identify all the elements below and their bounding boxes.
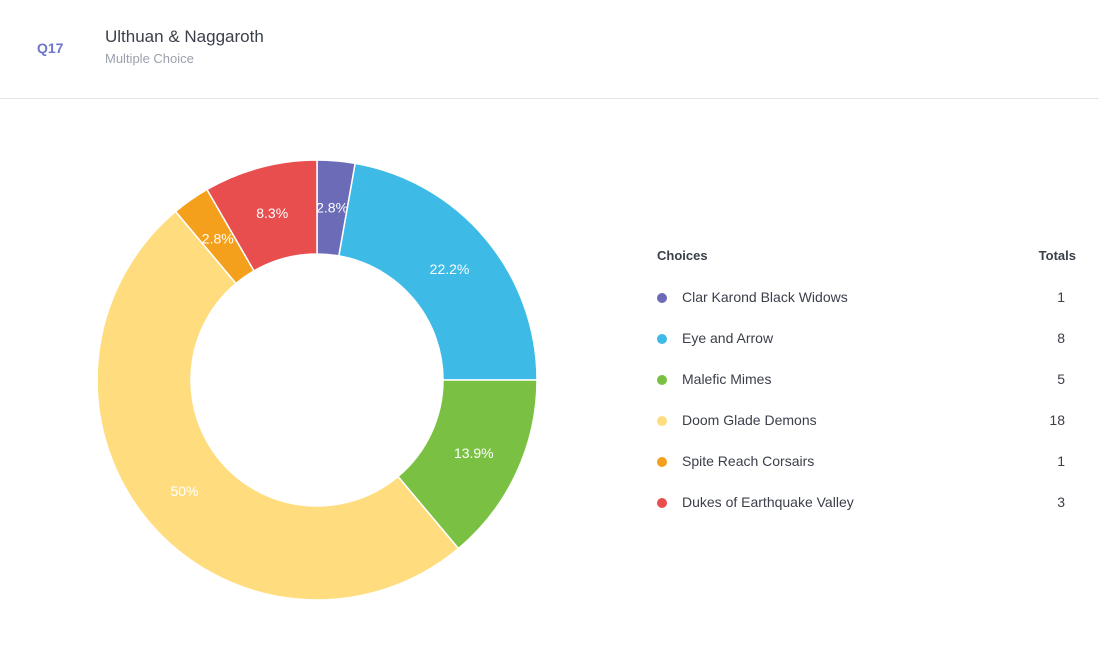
choice-row: Spite Reach Corsairs 1 [657, 452, 1079, 472]
legend-dot-icon [657, 375, 667, 385]
donut-slice-4[interactable] [96, 210, 460, 601]
donut-slice-6[interactable] [205, 159, 318, 272]
choice-total: 1 [1057, 289, 1065, 305]
legend-dot-icon [657, 293, 667, 303]
slice-label-1: 2.8% [316, 200, 348, 216]
totals-header: Totals [1038, 248, 1076, 263]
choice-row: Doom Glade Demons 18 [657, 411, 1079, 431]
choice-total: 3 [1057, 494, 1065, 510]
slice-label-4: 50% [170, 483, 198, 499]
choice-row: Dukes of Earthquake Valley 3 [657, 493, 1079, 513]
legend-dot-icon [657, 498, 667, 508]
donut-slice-2[interactable] [338, 162, 538, 381]
choice-row: Malefic Mimes 5 [657, 370, 1079, 390]
question-number: Q17 [37, 40, 64, 56]
choice-total: 8 [1057, 330, 1065, 346]
legend-dot-icon [657, 334, 667, 344]
choice-row: Eye and Arrow 8 [657, 329, 1079, 349]
slice-label-6: 8.3% [256, 205, 288, 221]
choices-header: Choices [657, 248, 708, 263]
question-title: Ulthuan & Naggaroth [105, 27, 264, 46]
choice-total: 1 [1057, 453, 1065, 469]
legend-dot-icon [657, 416, 667, 426]
choice-label: Eye and Arrow [682, 330, 774, 346]
question-header: Q17 Ulthuan & Naggaroth Multiple Choice [0, 0, 1099, 99]
choice-label: Clar Karond Black Widows [682, 289, 848, 305]
choice-total: 5 [1057, 371, 1065, 387]
choice-label: Dukes of Earthquake Valley [682, 494, 854, 510]
choice-label: Malefic Mimes [682, 371, 772, 387]
donut-chart: 2.8% 22.2% 13.9% 50% 2.8% 8.3% [96, 159, 538, 601]
legend-dot-icon [657, 457, 667, 467]
slice-label-3: 13.9% [454, 445, 494, 461]
question-type: Multiple Choice [105, 51, 194, 66]
choice-label: Spite Reach Corsairs [682, 453, 815, 469]
choice-total: 18 [1049, 412, 1065, 428]
choice-label: Doom Glade Demons [682, 412, 817, 428]
choice-row: Clar Karond Black Widows 1 [657, 288, 1079, 308]
slice-label-2: 22.2% [430, 261, 470, 277]
slice-label-5: 2.8% [202, 230, 234, 246]
